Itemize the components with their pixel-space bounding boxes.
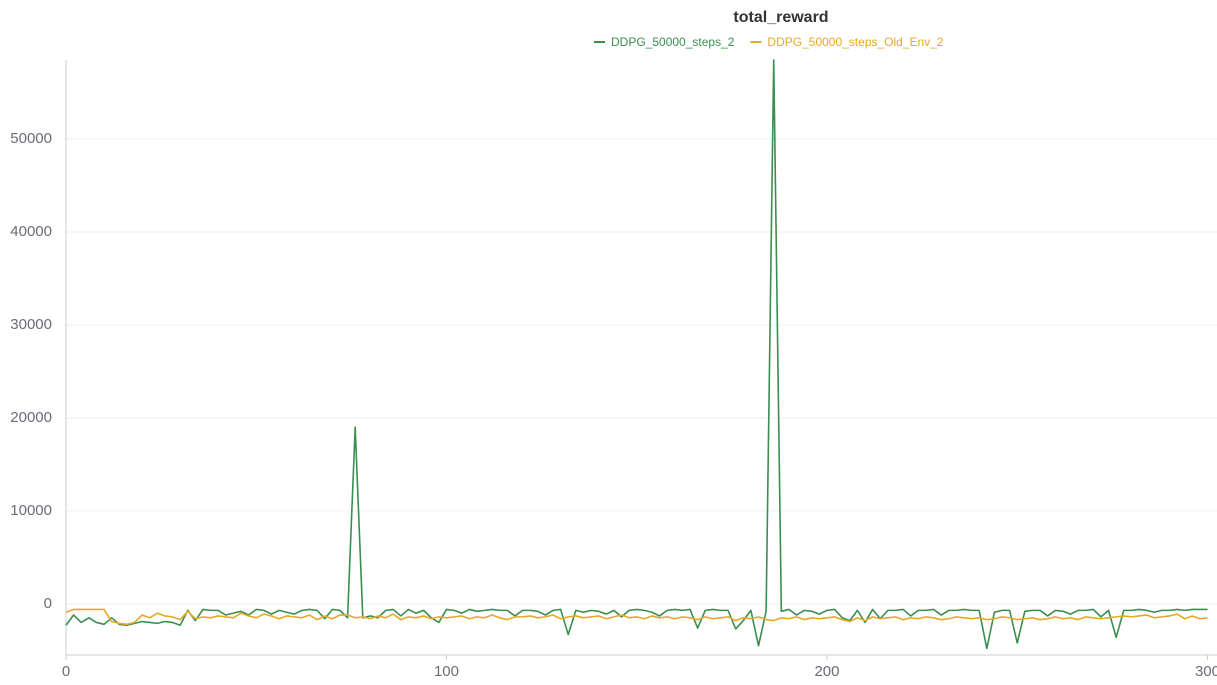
x-tick-label: 300	[1195, 663, 1217, 680]
x-tick-label: 200	[814, 663, 839, 680]
legend-label: DDPG_50000_steps_2	[611, 35, 735, 49]
x-tick-label: 0	[62, 663, 70, 680]
legend-label: DDPG_50000_steps_Old_Env_2	[767, 35, 943, 49]
x-tick-label: 100	[434, 663, 459, 680]
y-tick-label: 20000	[10, 409, 52, 426]
y-tick-label: 10000	[10, 502, 52, 519]
y-tick-label: 30000	[10, 316, 52, 333]
y-tick-label: 0	[44, 595, 52, 612]
y-tick-label: 50000	[10, 130, 52, 147]
y-tick-label: 40000	[10, 223, 52, 240]
series-line	[65, 608, 1208, 626]
series-line	[65, 59, 1208, 650]
chart-title: total_reward	[733, 9, 828, 26]
